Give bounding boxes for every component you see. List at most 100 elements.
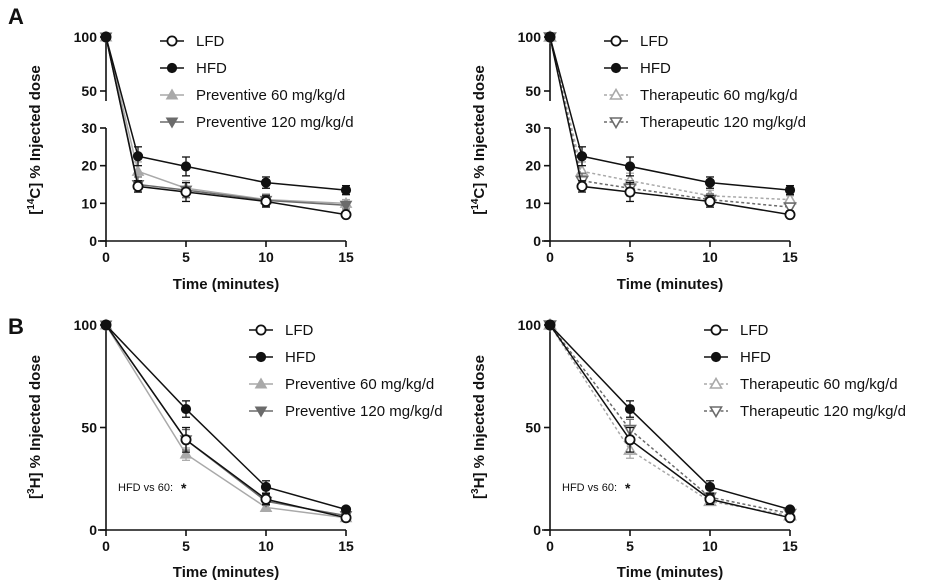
chart-3: 0 5 10 15 0 50 100 Time (minutes) [3H] % Injecte…: [26, 317, 443, 581]
y-tick-label: 100: [74, 317, 98, 333]
legend-label: Therapeutic 60 mg/kg/d: [740, 376, 898, 393]
y-axis-label-bracket: [: [27, 494, 44, 499]
data-point: [179, 447, 193, 459]
data-point: [704, 177, 716, 188]
y-tick-label: 20: [81, 158, 97, 174]
series-hfd: [544, 31, 796, 196]
data-point: [260, 177, 272, 188]
legend-marker: [255, 351, 267, 363]
legend-label: Preventive 60 mg/kg/d: [285, 376, 434, 393]
legend-label: HFD: [196, 60, 227, 77]
legend-label: Therapeutic 60 mg/kg/d: [640, 87, 798, 104]
y-axis-label-superscript: 14: [26, 198, 37, 210]
x-tick-label: 0: [102, 249, 110, 265]
legend-item: Therapeutic 120 mg/kg/d: [704, 403, 906, 420]
data-point: [704, 481, 716, 493]
y-tick-label: 0: [89, 233, 97, 249]
chart-2: 0 5 10 15 0 10 20 30 50 100 Time (minutes) [14C] % …: [470, 29, 806, 293]
legend: LFD HFD Therapeutic 60 mg/kg/d Therapeutic …: [704, 322, 906, 420]
series-hfd: [100, 319, 352, 515]
x-tick-label: 0: [546, 538, 554, 554]
legend-label: Preventive 120 mg/kg/d: [285, 403, 443, 420]
x-axis-label: Time (minutes): [173, 276, 279, 293]
y-tick-label: 0: [533, 233, 541, 249]
series-line: [549, 36, 791, 208]
y-tick-label: 10: [81, 195, 97, 211]
legend-item: Preventive 120 mg/kg/d: [249, 403, 443, 420]
x-tick-label: 15: [782, 538, 798, 554]
data-point: [784, 185, 796, 196]
legend-item: Preventive 60 mg/kg/d: [160, 87, 345, 104]
x-tick-label: 15: [338, 538, 354, 554]
y-axis-label: [3H] % Injected dose: [26, 355, 44, 499]
series-line: [549, 324, 791, 519]
x-tick-label: 0: [102, 538, 110, 554]
data-point: [180, 186, 192, 198]
series-line: [549, 324, 791, 515]
x-tick-label: 5: [626, 249, 634, 265]
data-point: [576, 180, 588, 192]
data-point: [340, 504, 352, 515]
legend-marker: [254, 377, 268, 389]
legend-label: Therapeutic 120 mg/kg/d: [640, 114, 806, 131]
x-tick-label: 5: [626, 538, 634, 554]
legend-item: HFD: [704, 349, 771, 366]
data-point: [704, 195, 716, 207]
y-axis-label-superscript: 3: [470, 488, 481, 494]
data-point: [180, 403, 192, 415]
annotation-mark: *: [181, 480, 187, 496]
x-axis-label: Time (minutes): [617, 564, 723, 581]
y-tick-label: 50: [525, 420, 541, 436]
legend-marker: [709, 376, 723, 389]
data-point: [100, 319, 112, 331]
legend-marker: [710, 324, 722, 336]
legend-label: Preventive 60 mg/kg/d: [196, 87, 345, 104]
legend-marker: [165, 117, 179, 129]
x-tick-label: 5: [182, 538, 190, 554]
legend-item: Preventive 60 mg/kg/d: [249, 376, 434, 393]
legend-marker: [709, 406, 723, 419]
series-line: [105, 324, 347, 519]
x-tick-label: 15: [782, 249, 798, 265]
y-axis-label-text: C] % Injected dose: [27, 65, 44, 198]
series-line: [105, 324, 347, 511]
data-point: [624, 434, 636, 446]
y-tick-label: 30: [525, 120, 541, 136]
y-axis-label-text: C] % Injected dose: [471, 65, 488, 198]
legend-item: LFD: [160, 33, 225, 50]
panel-label-b: B: [8, 314, 24, 339]
series-hfd: [544, 319, 796, 515]
series-hfd: [100, 31, 352, 196]
legend-marker: [166, 62, 178, 74]
y-tick-label: 0: [533, 522, 541, 538]
y-axis-label-bracket: [: [27, 210, 44, 215]
legend-item: LFD: [704, 322, 769, 339]
series-line: [105, 324, 347, 519]
data-point: [260, 481, 272, 493]
legend-item: LFD: [249, 322, 314, 339]
x-tick-label: 10: [702, 249, 718, 265]
legend-item: HFD: [604, 60, 671, 77]
data-point: [544, 319, 556, 331]
data-point: [624, 403, 636, 415]
y-tick-label: 0: [89, 522, 97, 538]
data-point: [132, 180, 144, 192]
data-point: [132, 151, 144, 162]
data-point: [180, 161, 192, 172]
x-tick-label: 0: [546, 249, 554, 265]
x-axis-label: Time (minutes): [173, 564, 279, 581]
data-point: [624, 161, 636, 172]
data-point: [339, 200, 353, 212]
legend: LFD HFD Therapeutic 60 mg/kg/d Therapeutic …: [604, 33, 806, 131]
x-tick-label: 10: [258, 249, 274, 265]
legend-item: HFD: [160, 60, 227, 77]
panel-label-a: A: [8, 4, 24, 29]
legend-item: HFD: [249, 349, 316, 366]
legend-label: Therapeutic 120 mg/kg/d: [740, 403, 906, 420]
data-point: [180, 434, 192, 446]
legend-item: LFD: [604, 33, 669, 50]
legend-item: Therapeutic 60 mg/kg/d: [704, 376, 898, 393]
x-axis-label: Time (minutes): [617, 276, 723, 293]
annotation-label: HFD vs 60:: [118, 482, 173, 494]
chart-1: 0 5 10 15 0 10 20 30 50 100 Time (minutes) [14C] % …: [26, 29, 354, 293]
